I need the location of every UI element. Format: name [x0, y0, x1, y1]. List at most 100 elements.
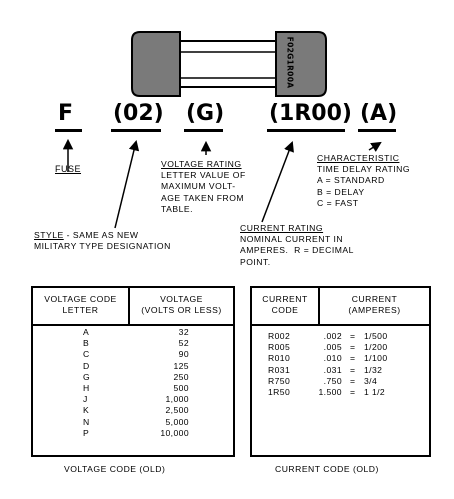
current-row-equals: =	[350, 353, 356, 364]
code-characteristic-underline	[358, 129, 396, 132]
code-voltage: (G)	[186, 101, 225, 126]
current-rating-title: CURRENT RATING	[240, 223, 324, 233]
voltage-row-value: 5,000	[165, 416, 189, 427]
voltage-row-code: N	[83, 416, 90, 427]
voltage-row-value: 90	[178, 349, 189, 360]
code-f-underline	[55, 129, 82, 132]
voltage-row-code: G	[83, 371, 91, 382]
voltage-row-code: J	[83, 394, 88, 405]
fuse-note-title: FUSE	[55, 164, 82, 174]
code-f: F	[58, 101, 74, 126]
voltage-table-col2-header: VOLTAGE (VOLTS OR LESS)	[130, 294, 233, 316]
voltage-table-header-divider	[128, 288, 130, 324]
header-line: (AMPERES)	[348, 305, 401, 315]
voltage-row-code: B	[83, 338, 90, 349]
code-voltage-underline	[184, 129, 223, 132]
current-rating-note: CURRENT RATING NOMINAL CURRENT IN AMPERE…	[240, 223, 354, 268]
current-row-code: R005	[268, 342, 291, 353]
current-row-decimal: 1.500	[318, 387, 342, 397]
header-line: (VOLTS OR LESS)	[141, 305, 222, 315]
current-row-code: R750	[268, 375, 291, 386]
header-line: VOLTAGE CODE	[44, 294, 117, 304]
current-row-fraction: 1/32	[364, 364, 383, 375]
code-characteristic: (A)	[360, 101, 398, 126]
current-row-code: 1R50	[268, 387, 291, 397]
characteristic-note: CHARACTERISTIC TIME DELAY RATING A = STA…	[317, 153, 410, 209]
current-row-equals: =	[350, 387, 356, 397]
voltage-rating-line: AGE TAKEN FROM	[161, 192, 245, 203]
current-row-decimal: .005	[323, 342, 342, 353]
current-row-fraction: 1/100	[364, 353, 388, 364]
current-row-fraction: 1 1/2	[364, 387, 386, 397]
characteristic-line: TIME DELAY RATING	[317, 164, 411, 175]
current-rating-line: POINT.	[240, 256, 271, 267]
current-row-decimal: .010	[323, 353, 342, 364]
voltage-rating-line: MAXIMUM VOLT-	[161, 181, 236, 192]
fuse-label-container: F02G1R00A	[283, 34, 297, 94]
current-row-equals: =	[350, 375, 356, 386]
current-row-fraction: 3/4	[364, 375, 378, 386]
header-line: CODE	[271, 305, 299, 315]
characteristic-line: A = STANDARD	[317, 175, 385, 186]
current-table-header-divider	[318, 288, 320, 324]
fuse-note: FUSE	[55, 164, 81, 175]
characteristic-line: C = FAST	[317, 197, 359, 208]
fuse-icon	[131, 31, 327, 97]
code-style: (02)	[113, 101, 164, 126]
current-row-fraction: 1/500	[364, 331, 388, 341]
current-row-fraction: 1/200	[364, 342, 388, 353]
voltage-row-code: D	[83, 360, 90, 371]
header-line: LETTER	[62, 305, 99, 315]
style-title-suffix: - SAME AS NEW	[63, 230, 139, 240]
style-line: MILITARY TYPE DESIGNATION	[34, 241, 171, 252]
voltage-table-caption: VOLTAGE CODE (OLD)	[64, 464, 166, 474]
current-code-table: CURRENT CODE CURRENT (AMPERES) R002 .002 =…	[250, 286, 431, 457]
current-row-decimal: .031	[323, 364, 342, 375]
voltage-row-value: 52	[178, 338, 189, 349]
current-rating-line: NOMINAL CURRENT IN	[240, 234, 344, 245]
code-style-underline	[111, 129, 161, 132]
voltage-row-code: H	[83, 383, 90, 393]
header-line: CURRENT	[351, 294, 398, 304]
current-table-header	[252, 288, 429, 326]
voltage-rating-note: VOLTAGE RATING LETTER VALUE OF MAXIMUM V…	[161, 159, 246, 215]
voltage-row-value: 1,000	[165, 394, 189, 405]
voltage-rating-line: LETTER VALUE OF	[161, 170, 246, 181]
characteristic-line: B = DELAY	[317, 186, 365, 197]
style-title: STYLE	[34, 230, 64, 240]
voltage-row-code: A	[83, 327, 90, 337]
voltage-row-value: 2,500	[165, 405, 189, 416]
voltage-row-value: 32	[178, 327, 189, 337]
header-line: CURRENT	[262, 294, 308, 304]
current-table-col1-header: CURRENT CODE	[252, 294, 318, 316]
voltage-table-col1-header: VOLTAGE CODE LETTER	[33, 294, 128, 316]
voltage-code-table: VOLTAGE CODE LETTER VOLTAGE (VOLTS OR LE…	[31, 286, 235, 457]
characteristic-title: CHARACTERISTIC	[317, 153, 400, 163]
voltage-table-header	[33, 288, 233, 326]
voltage-row-code: C	[83, 349, 90, 360]
current-row-decimal: .750	[323, 375, 342, 386]
voltage-rating-title: VOLTAGE RATING	[161, 159, 242, 169]
voltage-row-value: 125	[173, 360, 189, 371]
current-table-caption: CURRENT CODE (OLD)	[275, 464, 379, 474]
header-line: VOLTAGE	[160, 294, 203, 304]
code-current: (1R00)	[269, 101, 352, 126]
current-rating-line: AMPERES. R = DECIMAL	[240, 245, 354, 256]
voltage-row-value: 500	[173, 383, 189, 393]
voltage-row-value: 10,000	[160, 427, 189, 438]
current-row-equals: =	[350, 342, 356, 353]
current-row-code: R010	[268, 353, 291, 364]
voltage-rating-line: TABLE.	[161, 203, 193, 214]
current-table-col2-header: CURRENT (AMPERES)	[320, 294, 429, 316]
voltage-row-value: 250	[173, 371, 189, 382]
current-row-equals: =	[350, 364, 356, 375]
code-current-underline	[267, 129, 345, 132]
style-note: STYLE - SAME AS NEW MILITARY TYPE DESIGN…	[34, 230, 171, 252]
voltage-row-code: K	[83, 405, 90, 416]
current-row-equals: =	[350, 331, 356, 341]
fuse-label: F02G1R00A	[285, 36, 295, 89]
current-row-decimal: .002	[323, 331, 342, 341]
current-row-code: R031	[268, 364, 291, 375]
voltage-row-code: P	[83, 427, 90, 438]
